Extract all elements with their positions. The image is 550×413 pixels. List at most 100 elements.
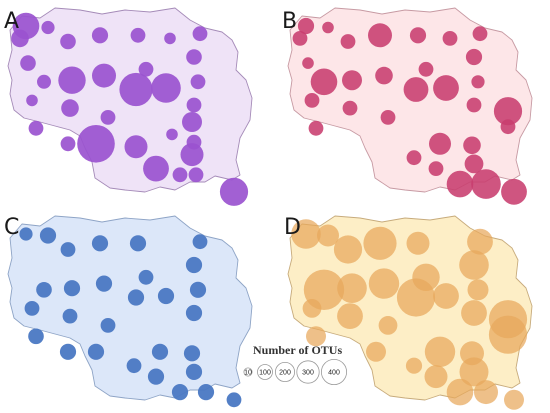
site-bubble [406,231,430,255]
site-bubble [166,128,178,141]
site-bubble [185,304,203,322]
site-bubbles [292,17,527,205]
site-bubble [60,242,76,257]
site-bubble [342,70,362,91]
site-bubble [186,97,202,113]
site-bubble [446,378,474,406]
legend-label: 100 [259,370,271,377]
site-bubble [459,357,489,387]
otu-size-legend: Number of OTUs 10 100 200 300 400 [243,343,347,385]
site-bubble [100,110,116,125]
site-bubble [91,235,109,252]
site-bubble [488,315,528,354]
site-bubble [127,289,145,306]
site-bubble [171,384,189,401]
panel-label: C [4,215,19,240]
site-bubble [11,29,29,48]
site-bubble [308,120,324,136]
site-bubble [472,26,488,42]
legend-circle [243,367,253,377]
panel-label: A [4,9,19,34]
site-bubble [297,17,315,35]
site-bubble [62,308,78,324]
site-bubble [180,143,204,167]
site-bubble [92,63,116,88]
panel-label: B [282,9,297,34]
site-bubble [446,170,474,198]
site-bubble [467,279,489,301]
site-bubble [164,32,176,45]
site-bubble [405,357,423,374]
site-bubble [59,343,77,360]
site-bubble [63,280,81,297]
site-bubble [433,283,459,309]
site-bubble [151,343,169,360]
site-bubble [91,27,109,44]
site-bubble [466,97,482,113]
site-bubble [442,31,458,46]
site-bubble [433,75,459,101]
site-bubble [504,389,524,410]
site-bubble [474,380,498,405]
site-bubble [337,303,363,329]
site-bubble [28,328,44,345]
site-bubble [403,77,429,102]
site-bubble [406,150,422,166]
panel-label: D [284,215,301,240]
site-bubble [192,234,208,250]
site-bubble [226,392,242,408]
site-bubble [292,31,308,46]
site-bubble [409,27,427,44]
site-bubble [172,167,188,183]
site-bubble [459,250,489,280]
site-bubble [185,256,203,274]
site-bubble [185,363,203,380]
site-bubble [363,226,397,260]
site-bubble [151,73,181,103]
site-bubble [317,224,339,247]
site-bubble [87,343,105,360]
site-bubble [61,99,79,117]
legend-circle [296,360,320,384]
site-bubble [219,177,249,206]
site-bubble [493,97,523,126]
site-bubble [306,326,326,347]
site-bubble [157,287,175,305]
panel-c: C [4,215,253,408]
legend-circle [274,361,295,382]
site-bubble [138,61,154,77]
site-bubble [58,66,86,94]
site-bubble [20,55,36,71]
site-bubble [36,282,52,298]
panel-b: B [282,7,533,205]
site-bubble [463,136,481,155]
site-bubble [189,281,207,298]
site-bubble [461,300,487,326]
site-bubble [60,136,76,152]
site-bubble [380,110,396,125]
legend-label: 10 [244,370,252,377]
site-bubble [197,384,215,401]
site-bubble [302,299,322,318]
site-bubble [310,68,338,96]
site-bubble [28,120,44,136]
legend-items: 10 100 200 300 400 [243,358,347,385]
site-bubble [412,263,440,291]
site-bubble [41,20,55,35]
site-bubble [424,336,456,367]
site-bubble [340,34,356,49]
site-bubble [124,135,148,159]
site-bubble [192,26,208,42]
site-bubble [291,219,321,249]
site-bubble [366,341,386,362]
site-bubble [119,72,153,107]
site-bubble [429,132,451,155]
site-bubble [333,235,363,264]
site-bubble [77,125,115,163]
legend-label: 300 [302,370,314,377]
site-bubble [138,269,154,285]
site-bubble [188,167,204,183]
site-bubble [186,49,202,65]
site-bubbles [11,12,249,206]
